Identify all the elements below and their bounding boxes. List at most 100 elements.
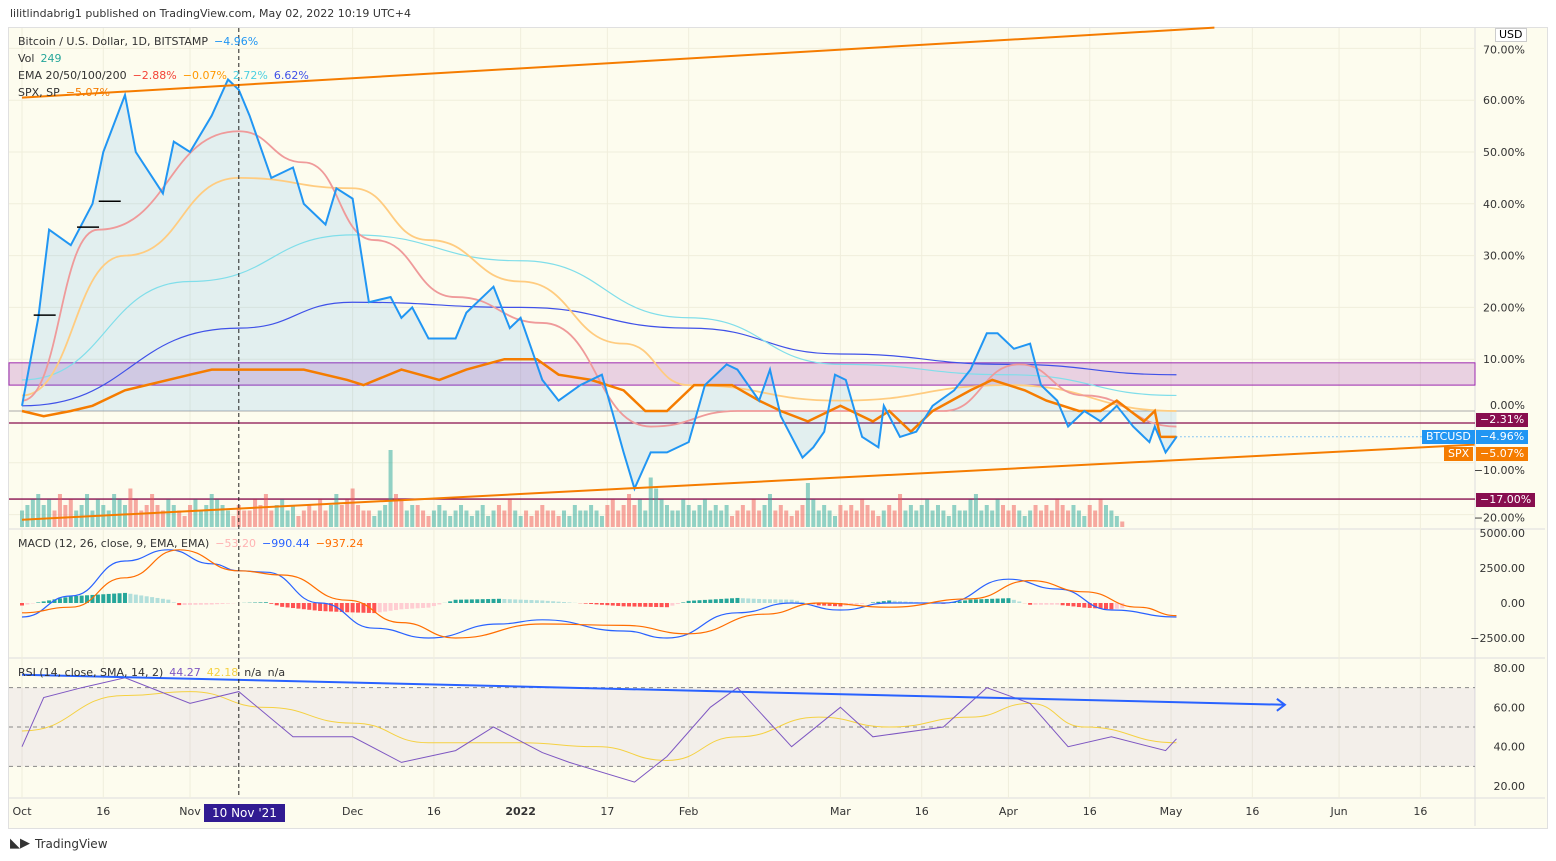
- macd-histogram-bar: [1114, 603, 1119, 609]
- volume-bar: [112, 494, 117, 527]
- x-tick-label: Nov: [179, 805, 201, 818]
- macd-histogram-bar: [20, 603, 24, 606]
- volume-bar: [789, 516, 794, 527]
- volume-bar: [1044, 505, 1049, 527]
- macd-histogram-bar: [361, 603, 366, 613]
- volume-bar: [648, 477, 653, 527]
- volume-bar: [469, 516, 474, 527]
- macd-histogram-bar: [702, 599, 707, 603]
- logo-icon: ◣▶: [10, 836, 30, 851]
- macd-histogram-bar: [632, 603, 637, 607]
- macd-histogram-bar: [177, 603, 182, 606]
- rsi-trendline: [21, 673, 1285, 706]
- y-tick-label: 20.00%: [1483, 301, 1525, 314]
- legend-rsi[interactable]: RSI (14, close, SMA, 14, 2) 44.27 42.18 n/a…: [18, 666, 291, 679]
- rsi-label: RSI (14, close, SMA, 14, 2): [18, 666, 164, 679]
- volume-bar: [578, 510, 583, 527]
- volume-bar: [480, 505, 485, 527]
- x-tick-label: 16: [1245, 805, 1259, 818]
- volume-bar: [849, 505, 854, 527]
- legend-spx[interactable]: SPX, SP −5.07%: [18, 86, 116, 99]
- volume-bar: [1001, 505, 1006, 527]
- tradingview-logo[interactable]: ◣▶ TradingView: [10, 836, 108, 851]
- macd-histogram-bar: [388, 603, 393, 611]
- legend-volume[interactable]: Vol 249: [18, 52, 67, 65]
- volume-bar: [979, 510, 984, 527]
- trendline: [21, 443, 1475, 521]
- macd-histogram-bar: [79, 595, 84, 603]
- macd-histogram-bar: [605, 603, 610, 606]
- macd-histogram-bar: [128, 593, 133, 603]
- spx-line: [21, 357, 1177, 439]
- volume-bar: [784, 510, 789, 527]
- volume-bar: [285, 510, 290, 527]
- volume-bar: [1011, 505, 1016, 527]
- legend-symbol[interactable]: Bitcoin / U.S. Dollar, 1D, BITSTAMP −4.96…: [18, 35, 264, 48]
- macd-histogram-bar: [854, 603, 859, 605]
- volume-bar: [1093, 510, 1098, 527]
- macd-histogram-bar: [1082, 603, 1087, 608]
- volume-bar: [1098, 499, 1103, 527]
- macd-histogram-bar: [697, 600, 702, 603]
- macd-histogram-bar: [968, 599, 973, 603]
- arrow-head-icon: [1276, 697, 1287, 712]
- macd-histogram-bar: [209, 603, 214, 605]
- macd-histogram-bar: [659, 603, 664, 608]
- ema-label: EMA 20/50/100/200: [18, 69, 127, 82]
- currency-label[interactable]: USD: [1495, 28, 1527, 42]
- x-tick-label: 16: [96, 805, 110, 818]
- level-tag-2: −17.00%: [1476, 493, 1536, 507]
- macd-histogram-bar: [643, 603, 648, 607]
- macd-signal-value: −937.24: [315, 537, 364, 550]
- volume-bar: [47, 499, 52, 527]
- volume-bar: [215, 499, 220, 527]
- macd-histogram-bar: [133, 594, 138, 603]
- volume-bar: [1066, 510, 1071, 527]
- macd-histogram-bar: [193, 603, 198, 605]
- macd-histogram-bar: [903, 601, 908, 603]
- legend-ema[interactable]: EMA 20/50/100/200 −2.88% −0.07% 2.72% 6.62%: [18, 69, 315, 82]
- macd-histogram-bar: [838, 603, 843, 607]
- volume-bar: [1109, 510, 1114, 527]
- macd-histogram-bar: [459, 599, 464, 603]
- legend-macd[interactable]: MACD (12, 26, close, 9, EMA, EMA) −53.20−…: [18, 537, 369, 550]
- macd-histogram-bar: [269, 603, 274, 604]
- volume-bar: [377, 510, 382, 527]
- macd-histogram-bar: [291, 603, 295, 609]
- volume-bar: [323, 510, 328, 527]
- macd-histogram-bar: [366, 603, 371, 613]
- volume-bar: [833, 516, 837, 527]
- macd-histogram-bar: [621, 603, 626, 607]
- volume-bar: [556, 516, 561, 527]
- macd-histogram-bar: [984, 598, 989, 603]
- macd-histogram-bar: [594, 603, 599, 605]
- volume-bar: [150, 494, 155, 527]
- volume-bar: [702, 499, 707, 527]
- volume-bar: [654, 488, 659, 527]
- volume-bar: [1087, 505, 1092, 527]
- volume-bar: [117, 499, 122, 527]
- macd-histogram-bar: [1066, 603, 1071, 606]
- volume-bar: [247, 510, 252, 527]
- spx-value-tag: −5.07%: [1476, 447, 1529, 461]
- volume-bar: [307, 505, 312, 527]
- macd-histogram-bar: [188, 603, 193, 605]
- macd-histogram-bar: [372, 603, 377, 614]
- macd-histogram-bar: [171, 602, 176, 603]
- macd-histogram-bar: [692, 600, 697, 603]
- macd-histogram-bar: [225, 603, 230, 604]
- macd-histogram-bar: [870, 602, 875, 603]
- macd-histogram-bar: [475, 599, 480, 603]
- volume-bar: [182, 516, 187, 527]
- volume-bar: [296, 516, 301, 527]
- volume-bar: [740, 505, 745, 527]
- macd-histogram-bar: [25, 603, 30, 605]
- macd-histogram-bar: [1001, 598, 1006, 603]
- volume-bar: [1071, 505, 1076, 527]
- macd-histogram-bar: [1028, 603, 1033, 605]
- volume-bar: [1082, 516, 1087, 527]
- volume-bar: [339, 505, 344, 527]
- spx-name-tag: SPX: [1444, 447, 1474, 461]
- volume-bar: [496, 505, 501, 527]
